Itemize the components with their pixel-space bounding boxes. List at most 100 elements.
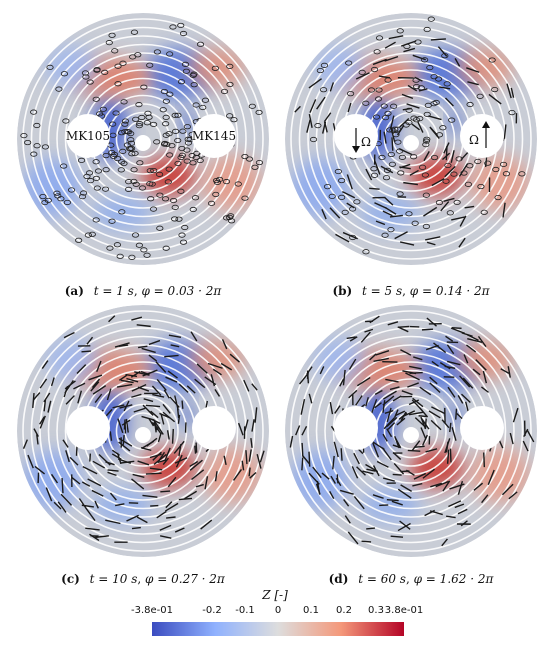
particle-ring (110, 153, 118, 159)
particle-stick (402, 370, 417, 375)
particle-stick (460, 393, 471, 404)
particle-stick (137, 345, 148, 349)
left-hole-label: MK105 (66, 129, 110, 143)
particle-stick (510, 87, 515, 98)
particle-stick (369, 187, 380, 190)
particle-ring (121, 121, 129, 127)
particle-ring (120, 99, 128, 105)
particle-stick (361, 540, 372, 543)
particle-stick (351, 466, 359, 479)
particle-stick (329, 491, 335, 500)
particle-ring (183, 124, 192, 130)
omega-right-arrowhead (482, 121, 490, 128)
particle-ring (378, 154, 386, 161)
particle-stick (414, 445, 425, 448)
particle-stick (379, 504, 389, 507)
streamline (22, 310, 264, 552)
particle-stick (91, 489, 104, 497)
particle-ring (476, 93, 484, 99)
particle-stick (406, 103, 420, 109)
particle-stick (446, 344, 455, 355)
particle-stick (133, 407, 146, 413)
flow-field-c (17, 305, 269, 557)
particle-stick (316, 96, 326, 110)
particle-stick (393, 409, 399, 418)
particle-stick (166, 430, 170, 440)
particle-ring (132, 181, 140, 187)
particle-stick (81, 504, 94, 508)
particle-stick (165, 501, 173, 509)
particle-ring (159, 107, 167, 113)
particle-ring (82, 74, 90, 80)
particle-ring (201, 97, 210, 103)
particle-stick (308, 78, 322, 89)
left-hole (66, 406, 110, 450)
particle-ring (358, 69, 366, 76)
particle-ring (60, 163, 68, 169)
particle-ring (92, 175, 100, 182)
particle-stick (405, 372, 420, 381)
streamline (307, 327, 515, 535)
particle-stick (196, 363, 208, 374)
particle-stick (397, 522, 411, 532)
particle-ring (162, 121, 170, 127)
particle-stick (220, 362, 233, 371)
particle-ring (136, 121, 144, 127)
particle-stick (90, 381, 100, 392)
flow-field-d (285, 305, 537, 557)
particle-ring (412, 83, 421, 90)
particle-stick (433, 342, 447, 354)
particle-stick (458, 163, 469, 177)
particle-stick (417, 121, 424, 133)
particle-stick (346, 174, 353, 190)
particle-ring (174, 112, 182, 118)
particle-stick (347, 102, 352, 113)
particle-stick (145, 472, 162, 475)
particle-stick (355, 72, 370, 80)
particle-stick (462, 377, 474, 389)
particle-stick (422, 468, 435, 479)
particle-stick (356, 376, 371, 387)
particle-stick (458, 237, 466, 248)
particle-stick (69, 456, 79, 466)
particle-stick (47, 400, 52, 413)
particle-stick (381, 447, 392, 461)
color-blob (470, 447, 530, 503)
particle-ring (488, 57, 496, 63)
particle-ring (183, 147, 191, 153)
particle-stick (512, 407, 519, 423)
particle-ring (179, 30, 188, 37)
particle-stick (483, 452, 486, 468)
particle-ring (375, 87, 383, 93)
particle-stick (503, 124, 507, 139)
particle-ring (384, 110, 392, 117)
particle-stick (466, 334, 479, 341)
caption-phase: φ = 1.62 · 2π (413, 572, 494, 586)
particle-stick (315, 483, 321, 495)
colorbar-tick: -0.2 (202, 605, 222, 616)
particle-ring (362, 100, 370, 106)
particle-ring (423, 26, 431, 33)
particle-ring (92, 217, 100, 223)
center-hole (135, 135, 151, 151)
particle-ring (424, 102, 432, 108)
particle-stick (131, 393, 142, 398)
particle-stick (151, 385, 162, 396)
streamline (47, 43, 239, 235)
particle-stick (294, 105, 301, 113)
particle-ring (178, 232, 186, 238)
particle-ring (119, 60, 127, 66)
particle-ring (84, 232, 92, 238)
particle-stick (418, 415, 428, 418)
particle-stick (321, 121, 327, 134)
particle-stick (308, 393, 313, 404)
particle-ring (94, 168, 103, 174)
particle-stick (85, 507, 96, 522)
particle-stick (136, 516, 148, 524)
particle-stick (383, 390, 397, 400)
particle-stick (248, 449, 252, 462)
particle-stick (424, 418, 427, 430)
particle-stick (412, 482, 423, 487)
right-hole (192, 114, 236, 158)
particle-stick (249, 471, 257, 479)
